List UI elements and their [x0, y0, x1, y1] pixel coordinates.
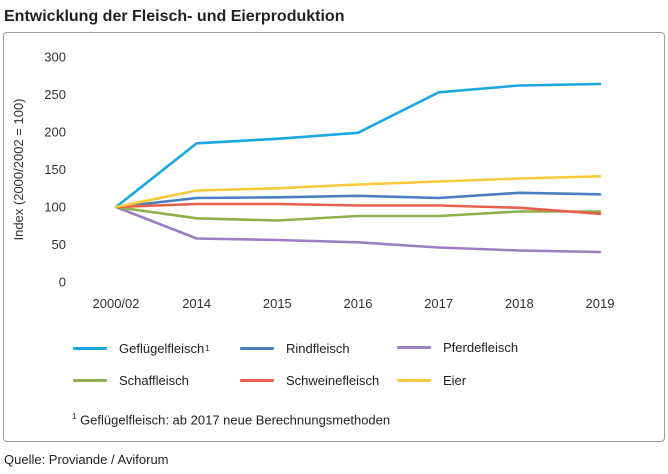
y-tick-label: 250: [44, 87, 66, 102]
series-line-schweinefleisch: [114, 202, 602, 216]
footnote-marker: 1: [72, 412, 77, 421]
x-tick-label: 2014: [182, 296, 211, 311]
x-tick-label: 2000/02: [93, 296, 140, 311]
y-tick-label: 300: [44, 50, 66, 65]
series-line-eier: [114, 175, 602, 209]
x-tick-label: 2017: [424, 296, 453, 311]
series-line-pferdefleisch: [114, 205, 602, 254]
chart-axes: 0 50 100 150 200 250 300 Index (2000/2002 = 100…: [11, 50, 614, 312]
x-tick-label: 2019: [586, 296, 615, 311]
chart-series-lines: [114, 82, 602, 254]
x-tick-label: 2016: [344, 296, 373, 311]
y-tick-label: 50: [52, 237, 66, 252]
footnote-text: Geflügelfleisch: ab 2017 neue Berechnung…: [76, 412, 391, 428]
y-tick-label: 150: [44, 162, 66, 177]
x-tick-label: 2015: [263, 296, 292, 311]
source-note: Quelle: Proviande / Aviforum: [4, 452, 169, 467]
chart-title: Entwicklung der Fleisch- und Eierprodukt…: [4, 8, 345, 25]
series-line-schaffleisch: [114, 205, 602, 222]
y-axis-label: Index (2000/2002 = 100): [11, 98, 26, 240]
series-line-rindfleisch: [114, 191, 602, 209]
y-tick-label: 0: [59, 275, 66, 290]
y-tick-label: 200: [44, 125, 66, 140]
footnote: 1 Geflügelfleisch: ab 2017 neue Berechnu…: [72, 412, 390, 427]
chart-frame: [3, 32, 665, 442]
series-line-gefluegelfleisch: [114, 82, 602, 209]
x-tick-label: 2018: [505, 296, 534, 311]
y-tick-label: 100: [44, 200, 66, 215]
